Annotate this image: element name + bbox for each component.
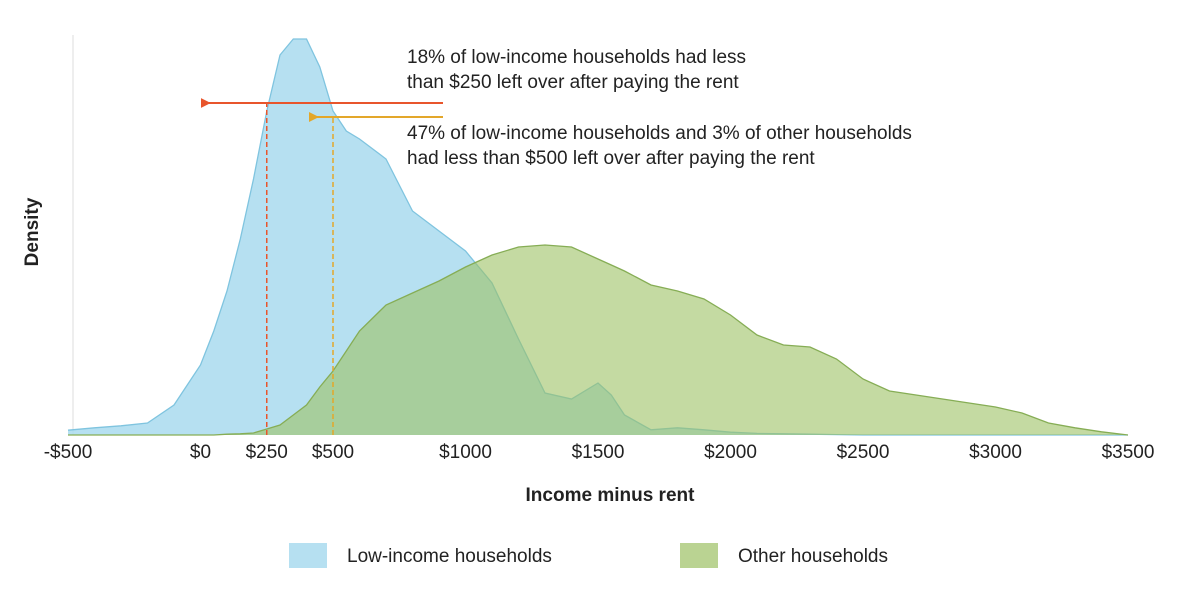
- x-tick-label: $3500: [1102, 442, 1155, 463]
- x-tick-label: $3000: [969, 442, 1022, 463]
- x-tick-label: $0: [190, 442, 211, 463]
- x-axis-label: Income minus rent: [526, 485, 696, 506]
- line: [68, 244, 1129, 436]
- x-tick-label: $1000: [439, 442, 492, 463]
- x-tick-label: -$500: [44, 442, 93, 463]
- legend-swatch: [289, 543, 327, 568]
- annotation: 47% of low-income households and 3% of o…: [407, 123, 912, 144]
- area: [68, 245, 1128, 435]
- x-tick-label: $1500: [572, 442, 625, 463]
- legend-swatch: [680, 543, 718, 568]
- x-tick-label: $2500: [837, 442, 890, 463]
- annotation: had less than $500 left over after payin…: [407, 148, 815, 169]
- annotation: than $250 left over after paying the ren…: [407, 72, 739, 93]
- x-tick-label: $250: [246, 442, 288, 463]
- x-tick-label: $500: [312, 442, 354, 463]
- y-axis-label: Density: [22, 197, 43, 266]
- legend-label: Low-income households: [347, 546, 552, 567]
- x-tick-label: $2000: [704, 442, 757, 463]
- legend-label: Other households: [738, 546, 888, 567]
- annotation: 18% of low-income households had less: [407, 47, 746, 68]
